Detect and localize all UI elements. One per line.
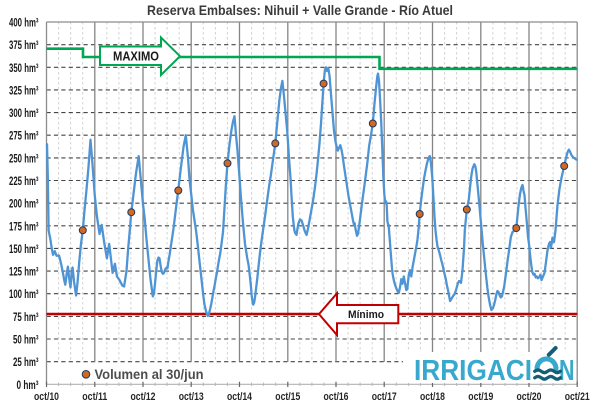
svg-text:325 hm³: 325 hm³ bbox=[9, 83, 39, 97]
svg-text:MAXIMO: MAXIMO bbox=[113, 50, 159, 64]
svg-text:275 hm³: 275 hm³ bbox=[9, 129, 39, 143]
svg-text:350 hm³: 350 hm³ bbox=[9, 61, 39, 75]
svg-text:400 hm³: 400 hm³ bbox=[9, 16, 39, 30]
svg-text:150 hm³: 150 hm³ bbox=[9, 242, 39, 256]
svg-text:100 hm³: 100 hm³ bbox=[9, 287, 39, 301]
svg-text:200 hm³: 200 hm³ bbox=[9, 197, 39, 211]
svg-text:oct/20: oct/20 bbox=[517, 391, 542, 400]
svg-text:IRRIGACI: IRRIGACI bbox=[414, 355, 532, 387]
svg-text:Volumen al 30/jun: Volumen al 30/jun bbox=[95, 367, 204, 382]
svg-text:oct/12: oct/12 bbox=[131, 391, 156, 400]
svg-text:oct/21: oct/21 bbox=[565, 391, 590, 400]
svg-text:oct/14: oct/14 bbox=[227, 391, 253, 400]
svg-text:Mínimo: Mínimo bbox=[348, 309, 384, 321]
svg-text:125 hm³: 125 hm³ bbox=[9, 265, 39, 279]
svg-text:oct/18: oct/18 bbox=[420, 391, 445, 400]
svg-text:375 hm³: 375 hm³ bbox=[9, 38, 39, 52]
svg-text:oct/13: oct/13 bbox=[179, 391, 204, 400]
svg-text:N: N bbox=[559, 355, 575, 387]
svg-text:25 hm³: 25 hm³ bbox=[13, 355, 39, 369]
svg-text:175 hm³: 175 hm³ bbox=[9, 219, 39, 233]
svg-text:oct/19: oct/19 bbox=[468, 391, 493, 400]
svg-text:oct/15: oct/15 bbox=[275, 391, 300, 400]
svg-text:50 hm³: 50 hm³ bbox=[13, 333, 39, 347]
svg-text:75 hm³: 75 hm³ bbox=[13, 310, 39, 324]
svg-text:300 hm³: 300 hm³ bbox=[9, 106, 39, 120]
svg-text:0 hm³: 0 hm³ bbox=[17, 378, 39, 392]
svg-text:oct/10: oct/10 bbox=[34, 391, 59, 400]
svg-text:250 hm³: 250 hm³ bbox=[9, 151, 39, 165]
svg-text:oct/16: oct/16 bbox=[324, 391, 349, 400]
svg-text:oct/17: oct/17 bbox=[372, 391, 397, 400]
svg-text:oct/11: oct/11 bbox=[82, 391, 107, 400]
svg-text:225 hm³: 225 hm³ bbox=[9, 174, 39, 188]
svg-text:Reserva Embalses: Nihuil + Val: Reserva Embalses: Nihuil + Valle Grande … bbox=[147, 2, 453, 18]
